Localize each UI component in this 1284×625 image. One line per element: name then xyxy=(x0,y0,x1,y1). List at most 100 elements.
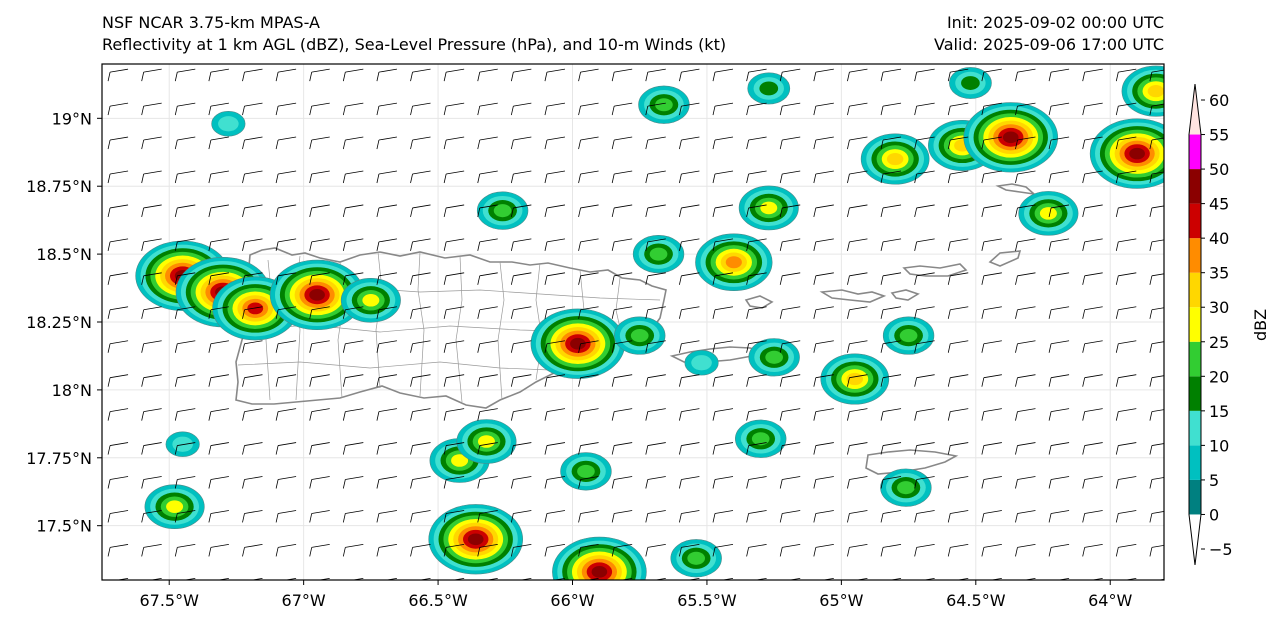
wind-barb xyxy=(847,204,868,218)
wind-barb xyxy=(1115,340,1137,353)
wind-barb xyxy=(208,374,229,387)
storm-cell xyxy=(560,452,612,491)
wind-barb xyxy=(981,340,1002,353)
wind-barb xyxy=(309,272,330,285)
wind-barb xyxy=(510,272,532,285)
colorbar-tick-label: 25 xyxy=(1209,333,1229,352)
wind-barb xyxy=(679,68,700,82)
st-john-coastline xyxy=(890,289,920,301)
wind-barb xyxy=(242,102,263,116)
wind-barb xyxy=(779,442,801,455)
wind-barb xyxy=(914,102,935,116)
wind-barb xyxy=(510,238,532,251)
wind-barb xyxy=(1115,510,1137,523)
wind-barb xyxy=(544,170,566,184)
wind-barb xyxy=(544,340,566,353)
wind-barb xyxy=(275,340,297,353)
wind-barb xyxy=(578,442,599,455)
wind-barb xyxy=(376,68,397,82)
colorbar-segment xyxy=(1189,376,1201,411)
wind-barb xyxy=(443,102,465,116)
wind-barb xyxy=(914,340,935,353)
wind-barb xyxy=(174,68,196,82)
wind-barb xyxy=(477,204,498,218)
time-info: Init: 2025-09-02 00:00 UTC Valid: 2025-0… xyxy=(934,12,1164,56)
lon-tick-label: 65°W xyxy=(819,591,863,610)
wind-barb xyxy=(914,272,935,285)
latitude-axis: 19°N 18.75°N 18.5°N 18.25°N 18°N 17.75°N 17.5°… xyxy=(26,109,102,536)
wind-barb xyxy=(174,102,196,116)
wind-barb xyxy=(813,68,834,82)
storm-cell xyxy=(695,233,773,291)
colorbar-tick-label: 20 xyxy=(1209,367,1229,386)
wind-barb xyxy=(947,204,969,218)
wind-barb xyxy=(1149,443,1164,455)
wind-barb xyxy=(309,510,330,523)
wind-barb xyxy=(645,170,666,184)
wind-barb xyxy=(1149,273,1164,285)
wind-barb xyxy=(779,510,801,523)
wind-barb xyxy=(309,102,330,116)
storm-cell xyxy=(1018,191,1079,236)
wind-barb xyxy=(376,136,397,150)
wind-barb xyxy=(376,374,397,387)
lat-tick-label: 18.5°N xyxy=(36,245,92,264)
wind-barb xyxy=(141,136,162,150)
wind-barb xyxy=(779,340,801,353)
wind-barb xyxy=(679,544,700,557)
wind-barb xyxy=(981,306,1002,319)
reflectivity-contour xyxy=(467,533,484,546)
wind-barb xyxy=(712,306,734,319)
wind-barb xyxy=(443,170,465,184)
reflectivity-contour xyxy=(570,337,586,350)
wind-barb xyxy=(712,204,734,218)
reflectivity-contour xyxy=(451,454,469,467)
wind-barb xyxy=(174,272,196,285)
wind-barb xyxy=(242,136,263,150)
wind-barb xyxy=(880,272,902,285)
wind-barb xyxy=(1115,408,1137,421)
wind-barb xyxy=(410,136,431,150)
wind-barb xyxy=(443,306,465,319)
wind-barb xyxy=(611,102,633,116)
storm-cell xyxy=(882,316,935,355)
reflectivity-contour xyxy=(1129,147,1145,160)
storm-cell xyxy=(144,484,205,529)
wind-barb xyxy=(914,442,935,455)
wind-barb xyxy=(1048,136,1070,150)
wind-barb xyxy=(578,476,599,489)
wind-barb xyxy=(1115,102,1137,116)
wind-barb xyxy=(981,204,1002,218)
wind-barb xyxy=(342,374,364,387)
wind-barb xyxy=(779,68,801,82)
wind-barb xyxy=(309,442,330,455)
wind-barb xyxy=(1048,170,1070,184)
wind-barb xyxy=(309,340,330,353)
wind-barb xyxy=(1015,408,1036,421)
wind-barb xyxy=(611,272,633,285)
wind-barb xyxy=(275,170,297,184)
wind-barb xyxy=(544,272,566,285)
wind-barb xyxy=(510,408,532,421)
colorbar-tick-label: 0 xyxy=(1209,505,1219,524)
colorbar-segment xyxy=(1189,307,1201,342)
wind-barb xyxy=(712,544,734,557)
wind-barb xyxy=(410,408,431,421)
wind-barb xyxy=(1082,170,1103,184)
wind-barb xyxy=(107,544,129,557)
wind-barb xyxy=(779,136,801,150)
wind-barb xyxy=(1115,238,1137,251)
wind-barb xyxy=(410,272,431,285)
wind-barb xyxy=(1015,374,1036,387)
wind-barb xyxy=(1048,374,1070,387)
wind-barb xyxy=(1149,239,1164,251)
colorbar-label: dBZ xyxy=(1251,309,1270,341)
wind-barb xyxy=(1048,68,1070,82)
wind-barb xyxy=(141,442,162,455)
lon-tick-label: 64°W xyxy=(1088,591,1132,610)
storm-cell xyxy=(614,316,666,355)
wind-barb xyxy=(477,510,498,523)
wind-barb xyxy=(1015,238,1036,251)
wind-barb xyxy=(208,544,229,557)
wind-barb xyxy=(342,68,364,82)
